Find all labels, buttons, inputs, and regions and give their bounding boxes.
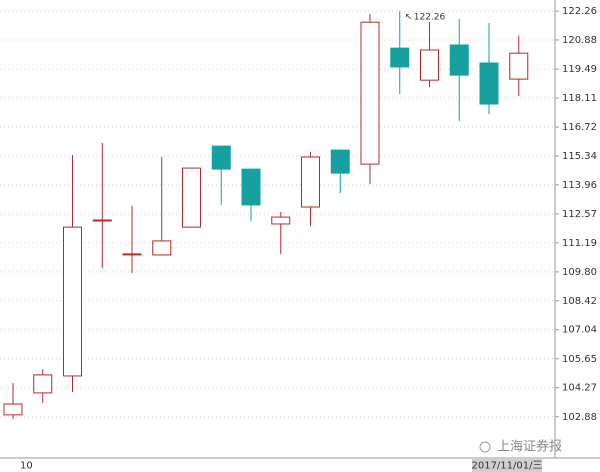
candle-body <box>92 219 112 222</box>
candle-body <box>271 216 291 225</box>
cursor-box <box>472 459 542 472</box>
candle-body <box>152 240 172 256</box>
y-tick-label: 120.88 <box>562 35 597 46</box>
y-tick-label: 115.34 <box>562 151 597 162</box>
watermark: 上海证券报 <box>497 439 562 455</box>
candle-body <box>390 47 410 68</box>
y-tick-label: 108.42 <box>562 296 597 307</box>
y-tick-label: 102.88 <box>562 412 597 423</box>
candle-body <box>301 156 320 208</box>
y-tick-label: 111.19 <box>562 238 597 249</box>
candle-body <box>33 374 53 394</box>
watermark-icon <box>479 441 491 453</box>
x-tick-label: 10 <box>20 461 33 472</box>
cursor-label: 2017/11/01/三 <box>471 461 542 472</box>
candle-body <box>420 49 439 81</box>
y-tick-label: 118.11 <box>562 93 597 104</box>
candle-body <box>449 44 469 76</box>
candle-body <box>3 403 23 416</box>
candle-body <box>122 253 142 256</box>
candle-body <box>330 149 350 174</box>
candle-body <box>360 21 380 165</box>
annotation-arrow: ↖ <box>405 13 413 23</box>
y-tick-label: 119.49 <box>562 64 597 75</box>
annotation: 122.26 <box>414 13 446 23</box>
y-tick-label: 112.57 <box>562 209 597 220</box>
candle-body <box>63 226 82 377</box>
y-tick-label: 107.04 <box>562 325 597 336</box>
candle-body <box>241 168 261 206</box>
y-tick-label: 116.72 <box>562 122 597 133</box>
candle-body <box>211 145 231 170</box>
y-tick-label: 104.27 <box>562 383 597 394</box>
candle-body <box>182 167 201 228</box>
candle-body <box>479 62 499 105</box>
y-tick-label: 109.80 <box>562 267 597 278</box>
y-tick-label: 122.26 <box>562 6 597 17</box>
candle-body <box>509 52 529 80</box>
y-tick-label: 113.96 <box>562 180 597 191</box>
y-tick-label: 105.65 <box>562 354 597 365</box>
